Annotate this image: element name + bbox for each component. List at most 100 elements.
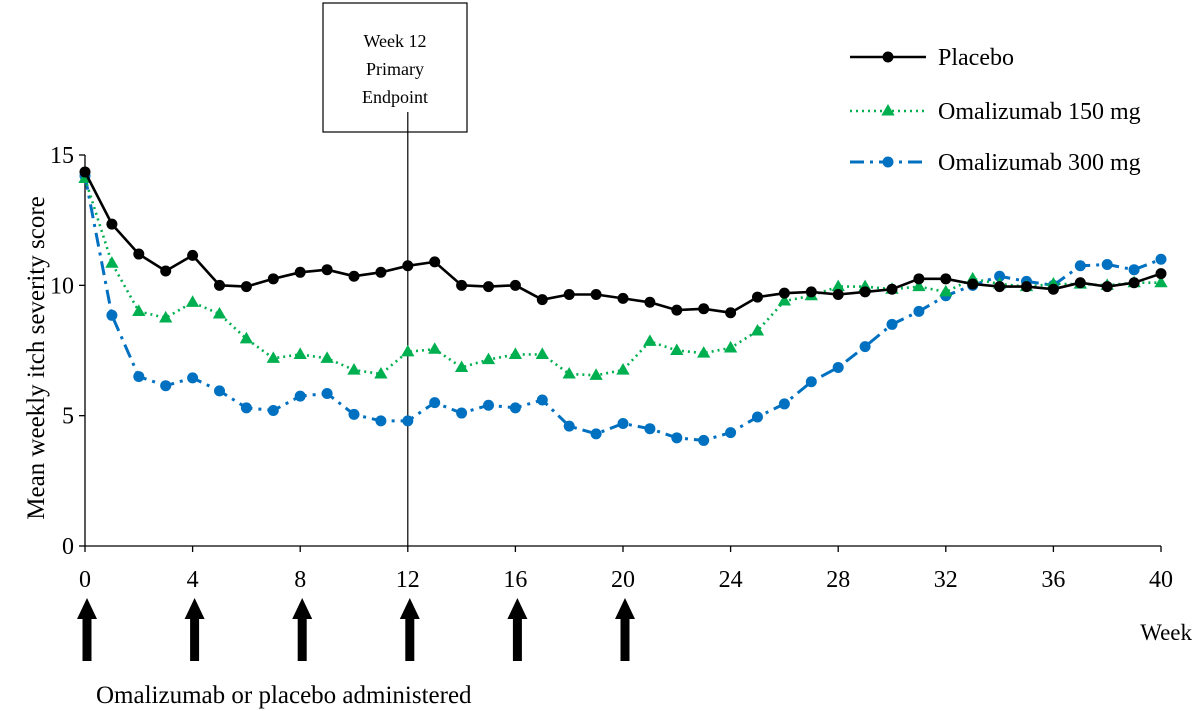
x-tick-label: 4 (187, 567, 199, 593)
y-tick-label: 10 (50, 273, 74, 299)
administration-arrow (615, 598, 635, 661)
data-point-omalizumab-150-mg (589, 368, 603, 380)
data-point-omalizumab-150-mg (697, 346, 711, 358)
data-point-omalizumab-150-mg (1154, 275, 1168, 288)
data-point-placebo (886, 283, 898, 295)
data-point-omalizumab-150-mg (159, 310, 173, 323)
data-point-placebo (106, 218, 118, 230)
data-point-omalizumab-300-mg (348, 408, 360, 420)
legend-label: Placebo (938, 45, 1014, 71)
data-point-omalizumab-300-mg (267, 404, 279, 416)
data-point-placebo (267, 273, 279, 285)
data-point-omalizumab-300-mg (160, 380, 172, 392)
data-point-omalizumab-150-mg (428, 342, 442, 354)
x-axis-label: Week (1140, 620, 1192, 645)
data-point-omalizumab-150-mg (750, 323, 765, 336)
data-point-placebo (509, 279, 521, 291)
y-tick-label: 0 (62, 534, 74, 560)
data-point-omalizumab-300-mg (483, 399, 494, 411)
data-point-omalizumab-150-mg (616, 363, 630, 375)
legend-item-omalizumab-150-mg: Omalizumab 150 mg (850, 99, 1141, 125)
data-point-omalizumab-150-mg (374, 366, 388, 379)
data-point-omalizumab-150-mg (723, 340, 738, 353)
data-point-placebo (483, 281, 494, 293)
data-point-placebo (778, 287, 790, 299)
data-point-omalizumab-150-mg (670, 343, 684, 356)
data-point-omalizumab-150-mg (105, 256, 119, 268)
data-point-placebo (940, 273, 952, 285)
data-point-placebo (456, 279, 468, 291)
series-line-omalizumab-150-mg (83, 178, 1161, 377)
data-point-placebo (698, 303, 710, 315)
chart-legend: Placebo Omalizumab 150 mg Omalizumab 300 m… (850, 45, 1141, 176)
data-point-placebo (644, 296, 656, 308)
data-point-omalizumab-150-mg (831, 279, 845, 292)
data-point-omalizumab-150-mg (266, 351, 280, 363)
data-point-omalizumab-300-mg (805, 376, 817, 388)
legend-marker (882, 156, 894, 168)
administration-arrow (292, 598, 313, 661)
x-tick-label: 16 (503, 567, 527, 593)
data-point-omalizumab-150-mg (320, 351, 334, 363)
data-point-omalizumab-300-mg (1101, 258, 1113, 270)
series-placebo (79, 166, 1167, 319)
data-point-placebo (725, 307, 737, 319)
data-point-placebo (1021, 281, 1032, 293)
data-point-omalizumab-300-mg (456, 407, 468, 419)
data-point-omalizumab-300-mg (240, 402, 252, 414)
data-point-omalizumab-300-mg (509, 402, 521, 414)
data-point-omalizumab-300-mg (429, 397, 441, 409)
x-tick-label: 36 (1041, 567, 1065, 593)
data-point-omalizumab-300-mg (725, 427, 737, 439)
y-axis-label: Mean weekly itch severity score (23, 196, 50, 520)
series-omalizumab-300-mg (79, 170, 1167, 446)
data-point-placebo (402, 260, 414, 272)
annotation-line-3: Endpoint (362, 87, 428, 107)
data-point-omalizumab-300-mg (644, 423, 656, 435)
data-point-omalizumab-300-mg (187, 372, 199, 384)
x-tick-label: 20 (611, 567, 635, 593)
data-point-placebo (187, 249, 199, 261)
data-point-placebo (832, 288, 844, 300)
data-point-placebo (994, 281, 1006, 293)
data-point-placebo (160, 265, 172, 277)
data-point-placebo (214, 279, 225, 291)
data-point-placebo (617, 292, 629, 304)
data-point-placebo (1101, 281, 1113, 293)
data-point-omalizumab-150-mg (401, 344, 415, 357)
data-point-omalizumab-300-mg (294, 390, 306, 402)
data-point-omalizumab-300-mg (1128, 264, 1140, 276)
data-point-omalizumab-300-mg (402, 415, 414, 427)
data-point-placebo (348, 270, 360, 282)
data-point-omalizumab-150-mg (454, 360, 469, 372)
data-point-placebo (913, 273, 925, 285)
x-tick-label: 24 (719, 567, 743, 593)
annotation-line-1: Week 12 (363, 31, 426, 51)
y-axis-ticks: 0 5 10 15 (50, 143, 85, 560)
x-tick-label: 28 (826, 567, 850, 593)
x-tick-label: 12 (396, 567, 420, 593)
administration-arrow (507, 598, 528, 661)
data-point-omalizumab-300-mg (778, 398, 790, 410)
data-point-omalizumab-150-mg (508, 347, 523, 359)
data-point-placebo (752, 291, 763, 303)
data-point-omalizumab-150-mg (185, 295, 200, 307)
data-point-omalizumab-300-mg (590, 428, 602, 440)
x-tick-label: 32 (934, 567, 958, 593)
series-layer (78, 166, 1168, 446)
annotation-line-2: Primary (366, 59, 424, 79)
x-tick-label: 40 (1149, 567, 1173, 593)
data-point-placebo (563, 288, 575, 300)
data-point-omalizumab-150-mg (643, 334, 657, 346)
administration-label: Omalizumab or placebo administered (96, 682, 472, 709)
data-point-placebo (1074, 277, 1086, 289)
data-point-omalizumab-150-mg (939, 284, 953, 297)
administration-arrow (77, 598, 97, 661)
data-point-omalizumab-150-mg (777, 293, 792, 306)
x-axis-ticks: 0 4 8 12 16 20 24 28 32 36 40 (79, 546, 1173, 593)
data-point-omalizumab-150-mg (239, 331, 254, 344)
data-point-omalizumab-300-mg (859, 341, 871, 353)
data-point-omalizumab-300-mg (563, 420, 575, 432)
data-point-omalizumab-150-mg (212, 307, 227, 319)
